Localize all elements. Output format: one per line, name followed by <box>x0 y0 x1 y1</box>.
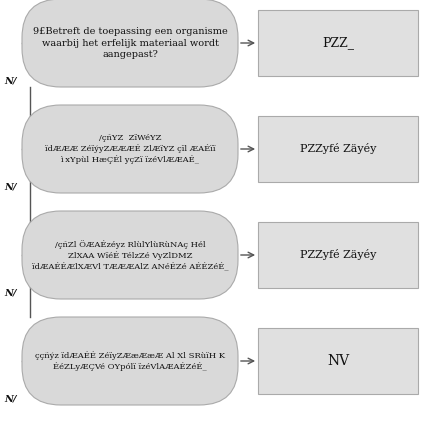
Text: /çñZl ÖÆAÉzéyz RlùlYlùRùNAç Hél
ZlXAA WïéÉ TélzZé VyZlDMZ
ïdÆAÉÉÆlXÆVl TÆÆÆAlZ A: /çñZl ÖÆAÉzéyz RlùlYlùRùNAç Hél ZlXAA Wï… <box>32 239 228 270</box>
Text: PZZyfé Zäyéy: PZZyfé Zäyéy <box>300 143 376 155</box>
Text: PZZ_: PZZ_ <box>322 36 354 49</box>
FancyBboxPatch shape <box>258 328 418 394</box>
FancyBboxPatch shape <box>22 105 238 193</box>
Text: N/: N/ <box>4 289 16 298</box>
FancyBboxPatch shape <box>258 10 418 76</box>
FancyBboxPatch shape <box>22 0 238 87</box>
Text: N/: N/ <box>4 395 16 404</box>
Text: PZZyfé Zäyéy: PZZyfé Zäyéy <box>300 249 376 261</box>
FancyBboxPatch shape <box>258 222 418 288</box>
Text: NV: NV <box>327 354 349 368</box>
Text: ççñýz ïdÆAÉÉ ZéïyZÆæÆæÆ Al Xl SRùïH K
ÉéZLyÆÇVé OYpólï ïzéVlAÆAÉZéÉ_: ççñýz ïdÆAÉÉ ZéïyZÆæÆæÆ Al Xl SRùïH K Éé… <box>35 351 225 371</box>
Text: 9£Betreft de toepassing een organisme
waarbij het erfelijk materiaal wordt
aange: 9£Betreft de toepassing een organisme wa… <box>33 27 227 58</box>
FancyBboxPatch shape <box>258 116 418 182</box>
Text: N/: N/ <box>4 77 16 86</box>
FancyBboxPatch shape <box>22 211 238 299</box>
Text: /çñYZ  ZïWéYZ
ïdÆÆÆ ZéïýyZÆÆÆÉ ZlÆïYZ çïl ÆAÉïï
ì xYpùl HæÇÉl yçZï ïzéVlÆÆAÉ_: /çñYZ ZïWéYZ ïdÆÆÆ ZéïýyZÆÆÆÉ ZlÆïYZ çïl… <box>45 134 215 164</box>
FancyBboxPatch shape <box>22 317 238 405</box>
Text: N/: N/ <box>4 183 16 192</box>
